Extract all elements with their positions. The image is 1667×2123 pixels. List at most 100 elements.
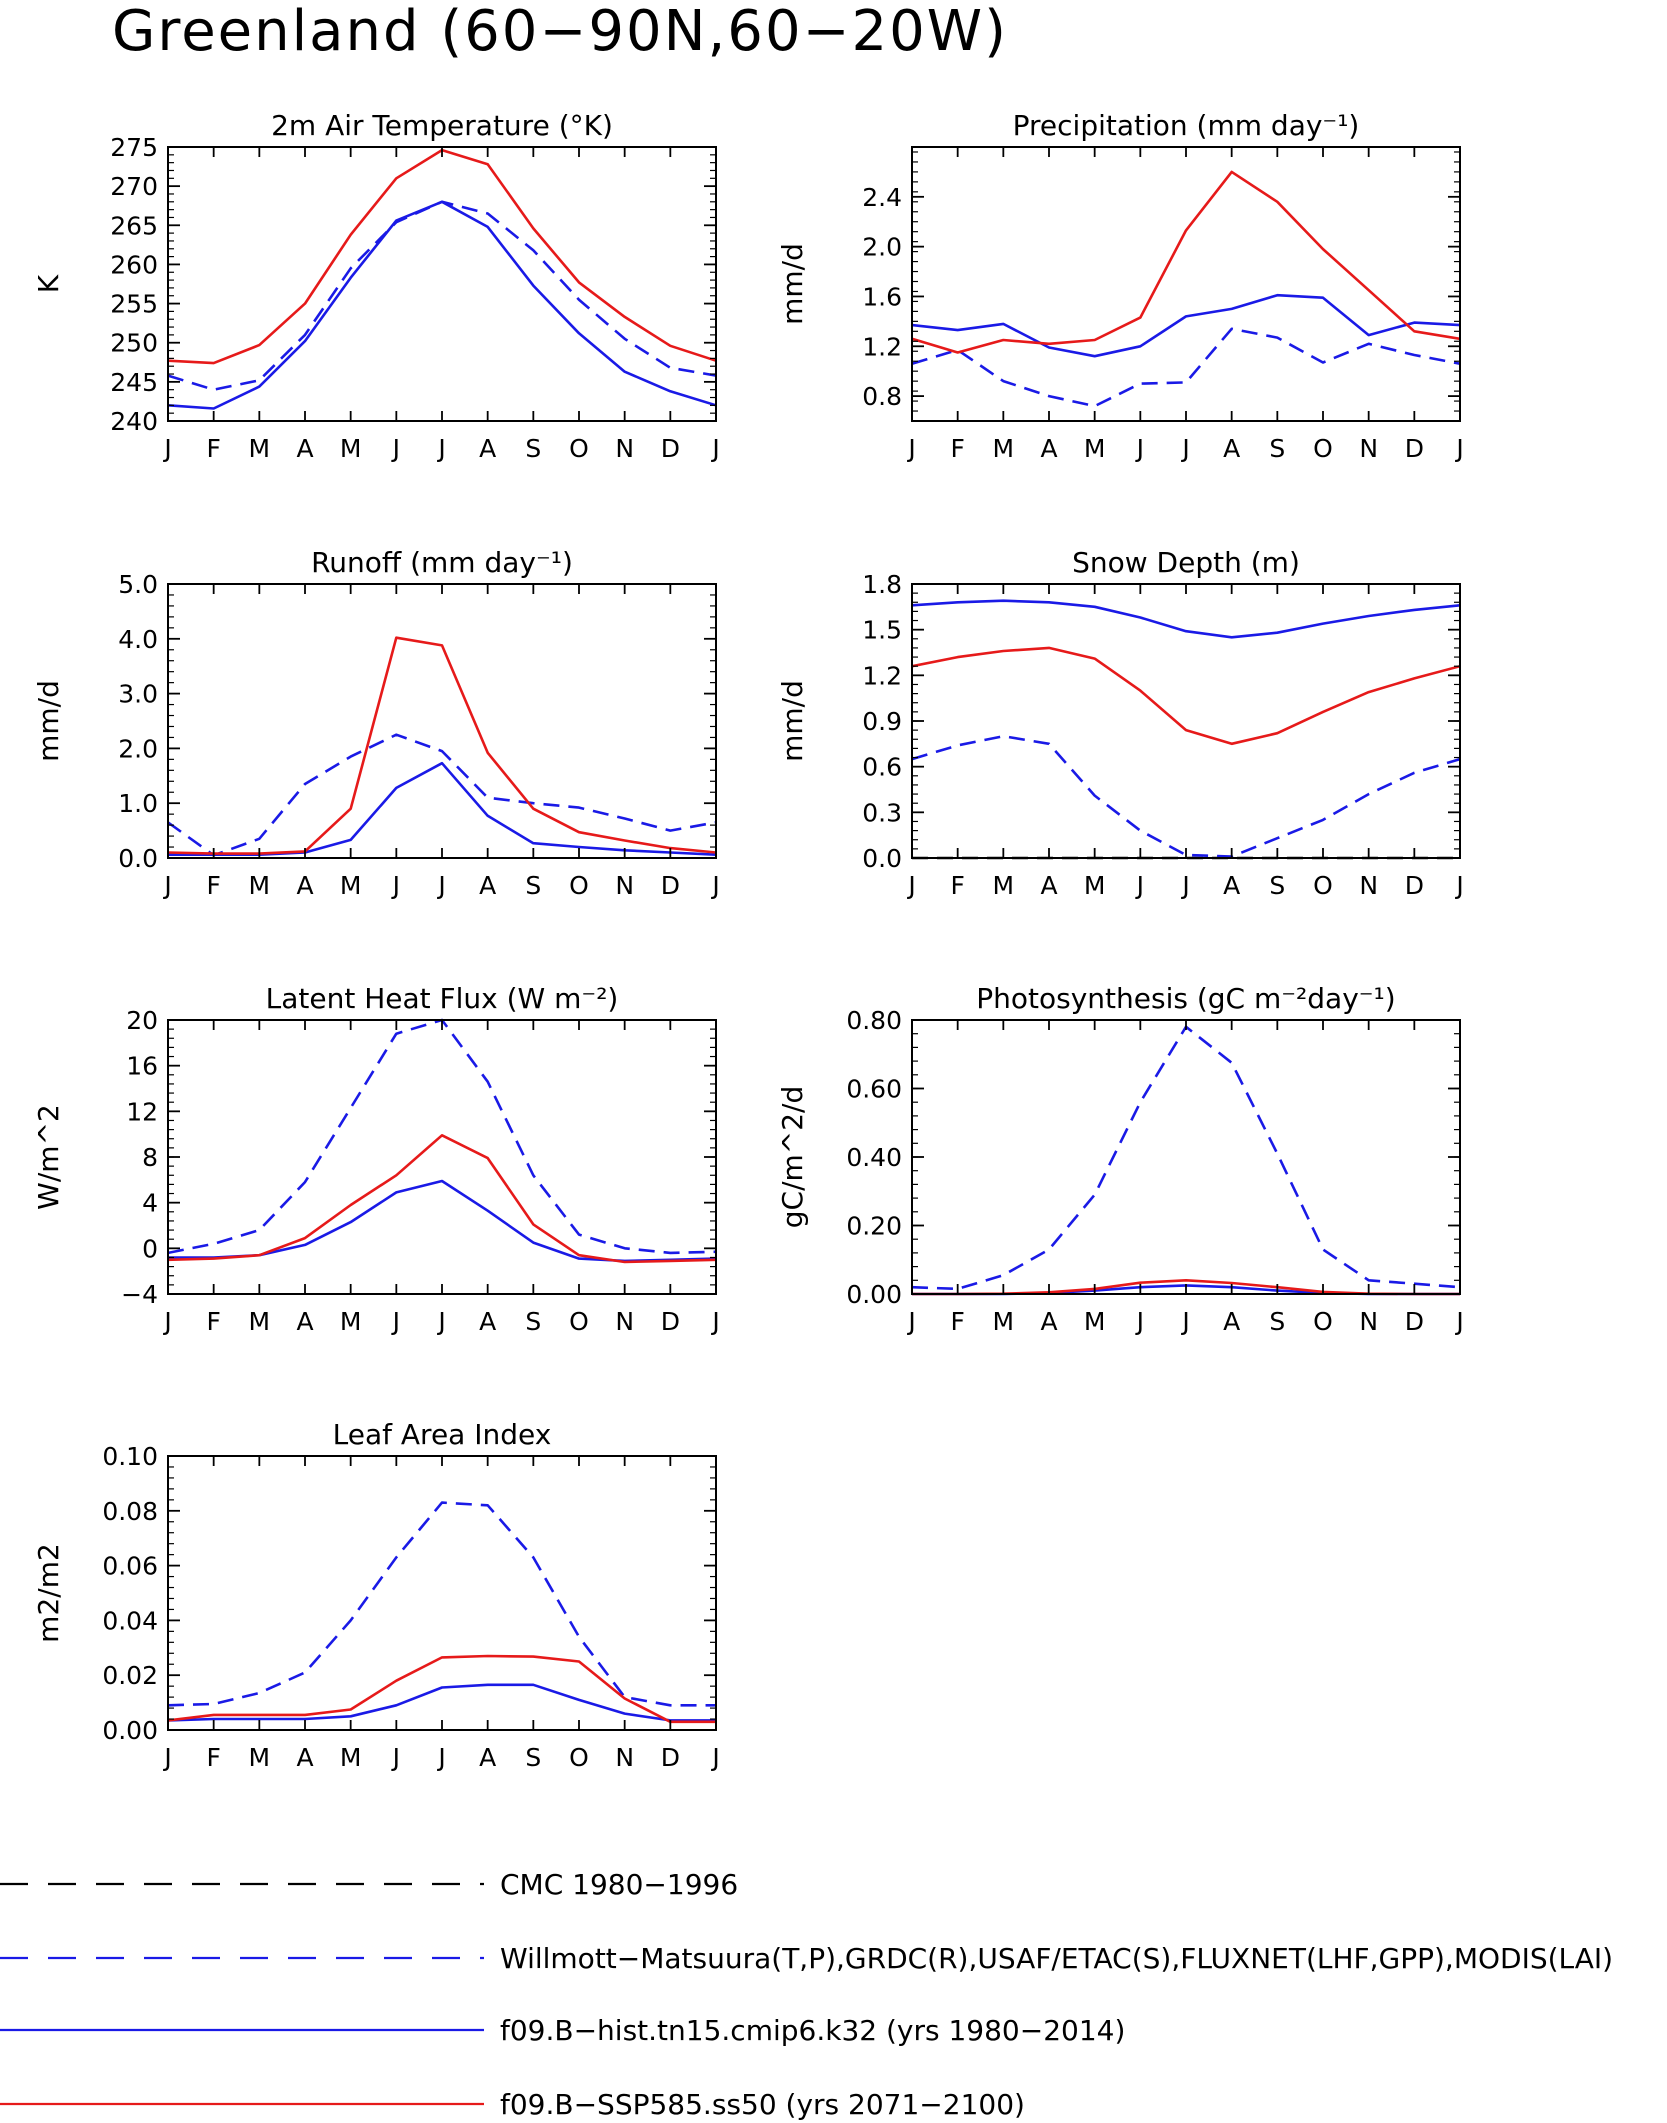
panel-title: 2m Air Temperature (°K) (271, 109, 613, 142)
x-tick-label: S (525, 871, 541, 900)
x-tick-label: O (569, 1743, 589, 1772)
x-tick-label: J (162, 871, 171, 900)
y-tick-label: 0.0 (118, 844, 158, 873)
x-tick-label: O (569, 1307, 589, 1336)
y-tick-label: 4 (142, 1189, 158, 1218)
y-axis-label: m2/m2 (32, 1543, 65, 1643)
legend: CMC 1980−1996 Willmott−Matsuura(T,P),GRDC… (0, 1868, 1613, 2121)
x-tick-label: A (1223, 434, 1240, 463)
x-tick-label: N (615, 1307, 634, 1336)
y-tick-label: 1.5 (862, 616, 902, 645)
x-tick-label: S (525, 1307, 541, 1336)
x-tick-label: M (993, 871, 1015, 900)
x-tick-label: A (296, 871, 313, 900)
x-tick-label: J (436, 871, 445, 900)
x-tick-label: J (391, 1743, 400, 1772)
x-tick-label: J (906, 871, 915, 900)
legend-entry: CMC 1980−1996 (0, 1868, 738, 1901)
x-tick-label: A (479, 434, 496, 463)
series-line-solid-3 (912, 646, 1460, 746)
x-tick-label: J (436, 1743, 445, 1772)
x-tick-label: D (661, 1743, 680, 1772)
legend-label: f09.B−hist.tn15.cmip6.k32 (yrs 1980−2014… (500, 2014, 1125, 2047)
y-tick-label: 0.02 (102, 1661, 158, 1690)
x-tick-label: J (1454, 1307, 1463, 1336)
y-tick-label: 265 (110, 211, 158, 240)
y-tick-label: 0.06 (102, 1552, 158, 1581)
y-axis-label: mm/d (32, 680, 65, 762)
x-tick-label: D (1405, 871, 1424, 900)
x-tick-label: A (296, 1743, 313, 1772)
series-line-dashed-1 (912, 734, 1460, 858)
y-tick-label: 0.08 (102, 1497, 158, 1526)
y-tick-label: 12 (126, 1097, 158, 1126)
y-tick-label: 250 (110, 329, 158, 358)
panel-latent-heat: Latent Heat Flux (W m⁻²)W/m^2J F M A M J J A S O N… (32, 982, 720, 1336)
y-tick-label: 0.8 (862, 382, 902, 411)
x-tick-label: M (340, 871, 362, 900)
legend-label: CMC 1980−1996 (500, 1868, 738, 1901)
y-tick-label: 2.4 (862, 183, 902, 212)
series-line-dashed-0 (168, 1501, 716, 1707)
y-tick-label: 0.3 (862, 798, 902, 827)
x-tick-label: S (1269, 871, 1285, 900)
x-tick-label: A (296, 1307, 313, 1336)
x-tick-label: D (661, 434, 680, 463)
x-tick-label: O (1313, 434, 1333, 463)
x-tick-label: A (1223, 871, 1240, 900)
series-line-solid-2 (168, 148, 716, 365)
y-tick-label: 1.0 (118, 789, 158, 818)
x-tick-label: D (661, 871, 680, 900)
series-group (168, 636, 716, 857)
x-tick-label: J (1135, 434, 1144, 463)
x-tick-label: M (1084, 1307, 1106, 1336)
x-tick-label: M (1084, 434, 1106, 463)
y-tick-label: 2.0 (118, 734, 158, 763)
panel-photosynthesis: Photosynthesis (gC m⁻²day⁻¹)gC/m^2/dJ F M A… (776, 982, 1464, 1336)
y-tick-label: 245 (110, 368, 158, 397)
y-tick-label: 0.60 (846, 1075, 902, 1104)
x-tick-label: A (479, 871, 496, 900)
y-tick-label: 1.8 (862, 570, 902, 599)
x-tick-label: J (162, 1307, 171, 1336)
y-tick-label: 0.00 (102, 1716, 158, 1745)
x-tick-label: N (1359, 1307, 1378, 1336)
x-tick-label: D (1405, 1307, 1424, 1336)
y-tick-label: 275 (110, 133, 158, 162)
x-tick-label: O (569, 871, 589, 900)
y-axis-label: mm/d (776, 243, 809, 325)
series-group (912, 170, 1460, 408)
y-tick-label: 0.80 (846, 1006, 902, 1035)
series-line-solid-2 (168, 1134, 716, 1264)
x-tick-label: S (1269, 1307, 1285, 1336)
series-line-dashed-0 (912, 327, 1460, 408)
y-tick-label: 0.9 (862, 707, 902, 736)
x-tick-label: M (1084, 871, 1106, 900)
x-tick-label: J (710, 1307, 719, 1336)
y-axis-label: K (32, 274, 65, 293)
x-tick-label: A (1040, 1307, 1057, 1336)
y-tick-label: 1.2 (862, 332, 902, 361)
x-tick-label: J (710, 871, 719, 900)
x-tick-label: J (1454, 434, 1463, 463)
panel-runoff: Runoff (mm day⁻¹)mm/dJ F M A M J J A S O N D J0.01.0… (32, 546, 720, 900)
panel-title: Runoff (mm day⁻¹) (311, 546, 573, 579)
series-line-solid-2 (168, 636, 716, 855)
x-tick-label: J (906, 1307, 915, 1336)
y-tick-label: 4.0 (118, 625, 158, 654)
y-tick-label: 0.04 (102, 1606, 158, 1635)
y-tick-label: 0.10 (102, 1442, 158, 1471)
x-tick-label: J (710, 1743, 719, 1772)
y-tick-label: 255 (110, 290, 158, 319)
series-group (168, 1018, 716, 1264)
x-tick-label: J (1135, 871, 1144, 900)
x-tick-label: N (615, 1743, 634, 1772)
x-tick-label: J (1180, 1307, 1189, 1336)
series-line-dashed-0 (168, 733, 716, 857)
y-tick-label: 0.20 (846, 1212, 902, 1241)
series-line-solid-1 (168, 200, 716, 410)
x-tick-label: N (1359, 871, 1378, 900)
series-group (912, 1025, 1460, 1296)
